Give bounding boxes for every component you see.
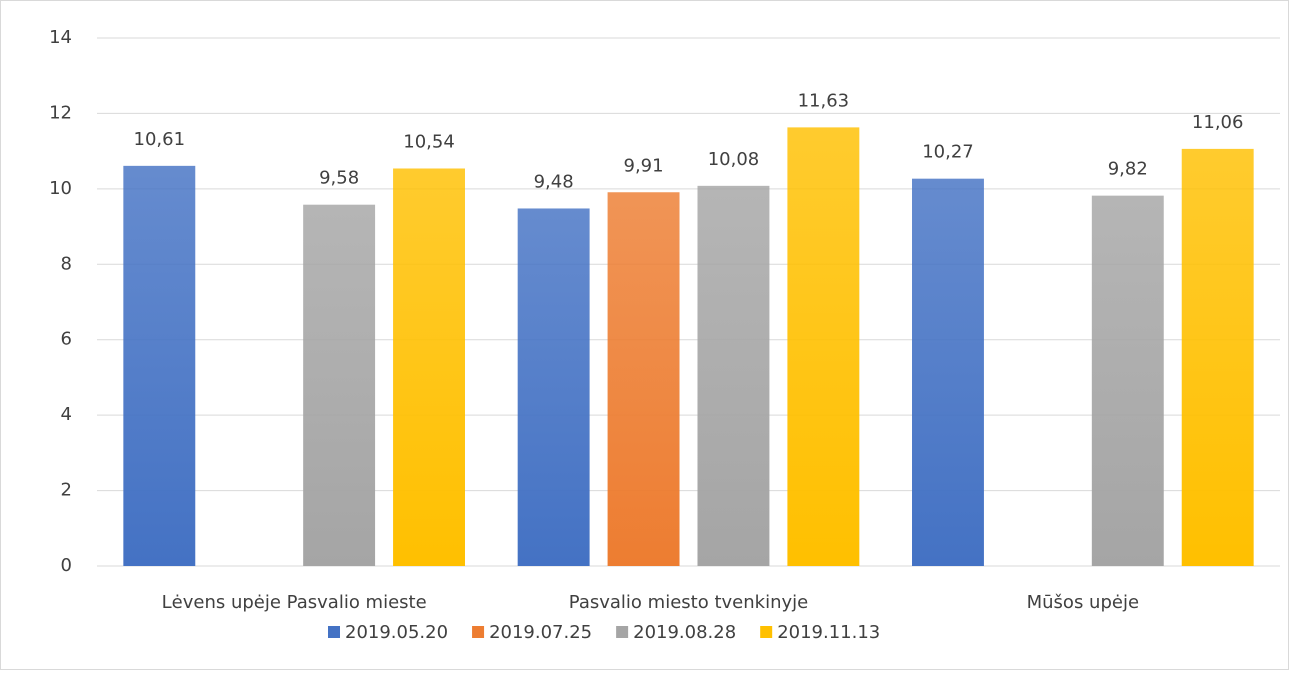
y-tick-label: 6	[61, 329, 72, 350]
data-label: 10,27	[922, 142, 974, 163]
bar	[1091, 195, 1164, 566]
bar	[697, 185, 770, 566]
data-label: 11,63	[798, 90, 850, 111]
bar	[517, 208, 590, 566]
legend-swatch	[760, 626, 773, 638]
bar	[607, 192, 680, 566]
data-label: 11,06	[1192, 112, 1244, 133]
data-label: 9,48	[534, 171, 574, 192]
bar	[787, 127, 860, 566]
x-tick-label: Mūšos upėje	[1027, 592, 1139, 613]
y-tick-label: 2	[61, 480, 72, 501]
x-tick-label: Lėvens upėje Pasvalio mieste	[162, 592, 427, 613]
legend-label: 2019.08.28	[633, 622, 736, 643]
bar	[1181, 148, 1254, 566]
bar	[123, 165, 196, 566]
legend-label: 2019.07.25	[489, 622, 592, 643]
x-tick-label: Pasvalio miesto tvenkinyje	[569, 592, 808, 613]
bar	[393, 168, 465, 566]
data-label: 9,91	[624, 155, 664, 176]
legend-swatch	[616, 626, 629, 638]
bar	[912, 178, 984, 566]
data-label: 10,61	[134, 129, 186, 150]
y-tick-label: 8	[61, 253, 72, 274]
legend-label: 2019.05.20	[345, 622, 448, 643]
bar	[303, 204, 376, 566]
y-tick-label: 12	[49, 102, 72, 123]
legend-swatch	[472, 626, 485, 638]
data-label: 10,08	[708, 149, 760, 170]
data-label: 9,58	[319, 168, 359, 189]
y-tick-label: 4	[61, 404, 72, 425]
legend-swatch	[328, 626, 340, 638]
legend-label: 2019.11.13	[777, 622, 880, 643]
y-tick-label: 14	[49, 27, 72, 48]
data-label: 9,82	[1108, 159, 1148, 180]
y-tick-label: 10	[49, 178, 72, 199]
data-label: 10,54	[403, 131, 455, 152]
y-tick-label: 0	[61, 555, 72, 576]
